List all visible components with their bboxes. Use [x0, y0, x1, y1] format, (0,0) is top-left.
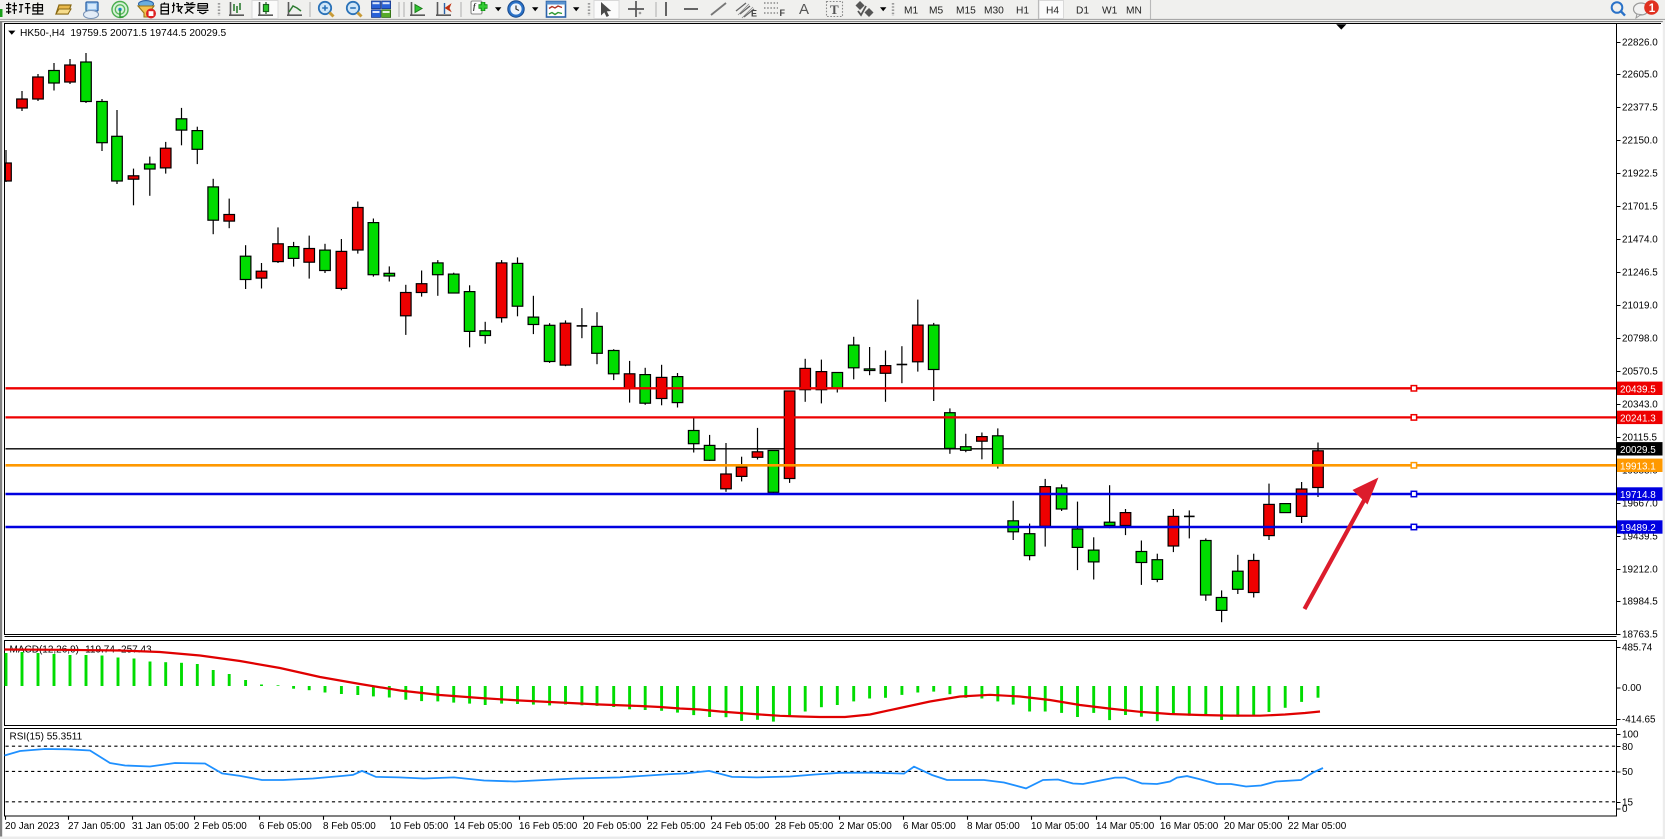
svg-text:F: F	[780, 8, 786, 18]
svg-text:18763.5: 18763.5	[1622, 630, 1658, 641]
svg-text:H1: H1	[1016, 6, 1029, 17]
svg-text:RSI(15) 55.3511: RSI(15) 55.3511	[10, 732, 83, 743]
svg-text:15: 15	[1622, 798, 1633, 809]
svg-text:20 Jan 2023: 20 Jan 2023	[5, 821, 60, 832]
svg-text:8 Mar 05:00: 8 Mar 05:00	[967, 821, 1020, 832]
svg-text:0: 0	[1622, 804, 1628, 815]
svg-text:21922.5: 21922.5	[1622, 169, 1658, 180]
svg-text:19439.5: 19439.5	[1622, 532, 1658, 543]
svg-text:21474.0: 21474.0	[1622, 235, 1658, 246]
svg-text:21246.5: 21246.5	[1622, 268, 1658, 279]
svg-text:21019.0: 21019.0	[1622, 301, 1658, 312]
svg-text:T: T	[830, 2, 839, 17]
svg-text:f: f	[473, 2, 477, 11]
svg-text:27 Jan 05:00: 27 Jan 05:00	[68, 821, 126, 832]
svg-text:10 Mar 05:00: 10 Mar 05:00	[1031, 821, 1090, 832]
svg-text:20 Mar 05:00: 20 Mar 05:00	[1224, 821, 1283, 832]
svg-text:2 Feb 05:00: 2 Feb 05:00	[194, 821, 247, 832]
svg-text:19714.8: 19714.8	[1620, 490, 1656, 501]
svg-text:485.74: 485.74	[1622, 643, 1653, 654]
svg-text:W1: W1	[1102, 6, 1118, 17]
svg-text:20029.5: 20029.5	[1620, 445, 1656, 456]
svg-text:19212.0: 19212.0	[1622, 565, 1658, 576]
svg-text:M1: M1	[904, 6, 918, 17]
svg-text:22 Feb 05:00: 22 Feb 05:00	[647, 821, 706, 832]
svg-text:14 Feb 05:00: 14 Feb 05:00	[454, 821, 513, 832]
svg-text:M15: M15	[956, 6, 976, 17]
svg-text:20 Feb 05:00: 20 Feb 05:00	[583, 821, 642, 832]
svg-text:22150.0: 22150.0	[1622, 136, 1658, 147]
svg-text:31 Jan 05:00: 31 Jan 05:00	[132, 821, 190, 832]
svg-text:14 Mar 05:00: 14 Mar 05:00	[1096, 821, 1155, 832]
svg-text:H4: H4	[1046, 6, 1059, 17]
svg-text:1: 1	[1649, 3, 1656, 15]
svg-text:22826.0: 22826.0	[1622, 38, 1658, 49]
svg-text:21701.5: 21701.5	[1622, 202, 1658, 213]
svg-text:2 Mar 05:00: 2 Mar 05:00	[839, 821, 892, 832]
svg-text:20439.5: 20439.5	[1620, 385, 1656, 396]
svg-text:M5: M5	[929, 6, 943, 17]
svg-text:HK50-,H4 19759.5 20071.5 1974: HK50-,H4 19759.5 20071.5 19744.5 20029.5	[20, 28, 227, 39]
svg-text:6 Feb 05:00: 6 Feb 05:00	[259, 821, 312, 832]
svg-text:16 Mar 05:00: 16 Mar 05:00	[1160, 821, 1219, 832]
svg-text:19489.2: 19489.2	[1620, 523, 1656, 534]
svg-text:18984.5: 18984.5	[1622, 597, 1658, 608]
svg-text:E: E	[751, 9, 757, 19]
svg-text:MN: MN	[1126, 6, 1142, 17]
svg-text:100: 100	[1622, 730, 1639, 741]
svg-text:M30: M30	[984, 6, 1004, 17]
svg-text:22605.0: 22605.0	[1622, 70, 1658, 81]
svg-text:22377.5: 22377.5	[1622, 103, 1658, 114]
svg-text:24 Feb 05:00: 24 Feb 05:00	[711, 821, 770, 832]
svg-text:16 Feb 05:00: 16 Feb 05:00	[519, 821, 578, 832]
svg-text:80: 80	[1622, 742, 1633, 753]
svg-text:10 Feb 05:00: 10 Feb 05:00	[390, 821, 449, 832]
svg-text:20570.5: 20570.5	[1622, 367, 1658, 378]
svg-text:0.00: 0.00	[1622, 683, 1642, 694]
svg-text:A: A	[799, 1, 809, 18]
svg-text:28 Feb 05:00: 28 Feb 05:00	[775, 821, 834, 832]
svg-text:19913.1: 19913.1	[1620, 462, 1656, 473]
svg-text:50: 50	[1622, 767, 1633, 778]
svg-text:8 Feb 05:00: 8 Feb 05:00	[323, 821, 376, 832]
svg-text:20343.0: 20343.0	[1622, 400, 1658, 411]
svg-text:-414.65: -414.65	[1622, 714, 1656, 725]
svg-text:20241.3: 20241.3	[1620, 414, 1656, 425]
svg-text:19667.0: 19667.0	[1622, 499, 1658, 510]
svg-text:20115.5: 20115.5	[1622, 433, 1657, 444]
svg-text:22 Mar 05:00: 22 Mar 05:00	[1288, 821, 1347, 832]
svg-text:D1: D1	[1076, 6, 1089, 17]
svg-text:6 Mar 05:00: 6 Mar 05:00	[903, 821, 956, 832]
svg-text:20798.0: 20798.0	[1622, 334, 1658, 345]
